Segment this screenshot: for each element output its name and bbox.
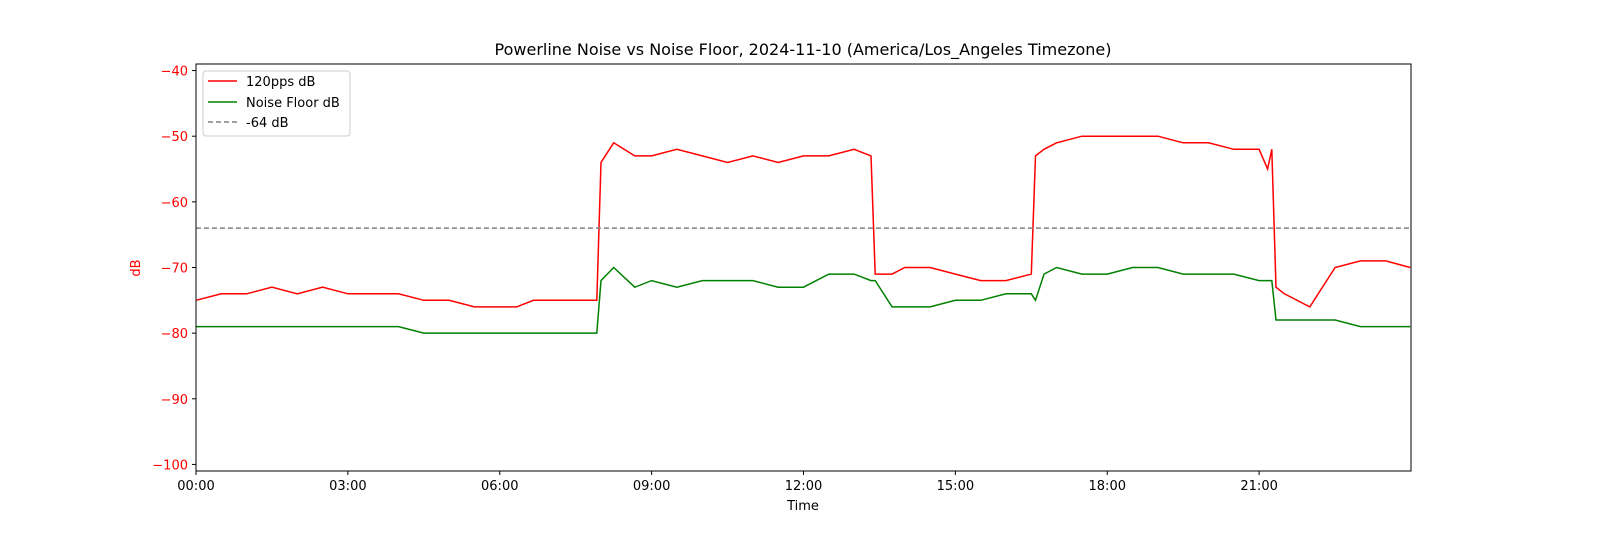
series-line-0 [195,135,1411,308]
x-tick-label: 15:00 [937,479,974,494]
x-tick-label: 18:00 [1089,479,1126,494]
y-tick-label: −100 [152,458,188,473]
x-tick-label: 21:00 [1240,479,1277,494]
y-tick-label: −60 [161,196,188,211]
y-tick-label: −50 [161,130,188,145]
chart-title: Powerline Noise vs Noise Floor, 2024-11-… [495,40,1112,60]
x-axis-label: Time [786,499,819,514]
y-axis-label: dB [129,259,144,276]
legend-box [202,70,351,137]
x-axis: 00:00 03:00 06:00 09:00 12:00 15:00 18:00 21:00 [177,471,1278,494]
y-tick-label: −80 [161,327,188,342]
legend-label-120pps: 120pps dB [246,75,315,90]
legend-label-noise-floor: Noise Floor dB [246,96,340,111]
y-tick-label: −40 [161,65,188,80]
series-line-1 [196,266,1411,334]
y-tick-label: −70 [161,262,188,277]
y-tick-label: −90 [161,393,188,408]
x-tick-label: 03:00 [329,479,366,494]
x-tick-label: 00:00 [177,479,214,494]
y-axis: −40 −50 −60 −70 −80 −90 −100 [152,65,196,473]
series-layer [195,135,1411,334]
legend: 120pps dB Noise Floor dB -64 dB [202,70,351,137]
x-tick-label: 12:00 [785,479,822,494]
x-tick-label: 06:00 [481,479,518,494]
legend-label-threshold: -64 dB [246,116,289,131]
x-tick-label: 09:00 [633,479,670,494]
plot-frame [195,63,1412,472]
